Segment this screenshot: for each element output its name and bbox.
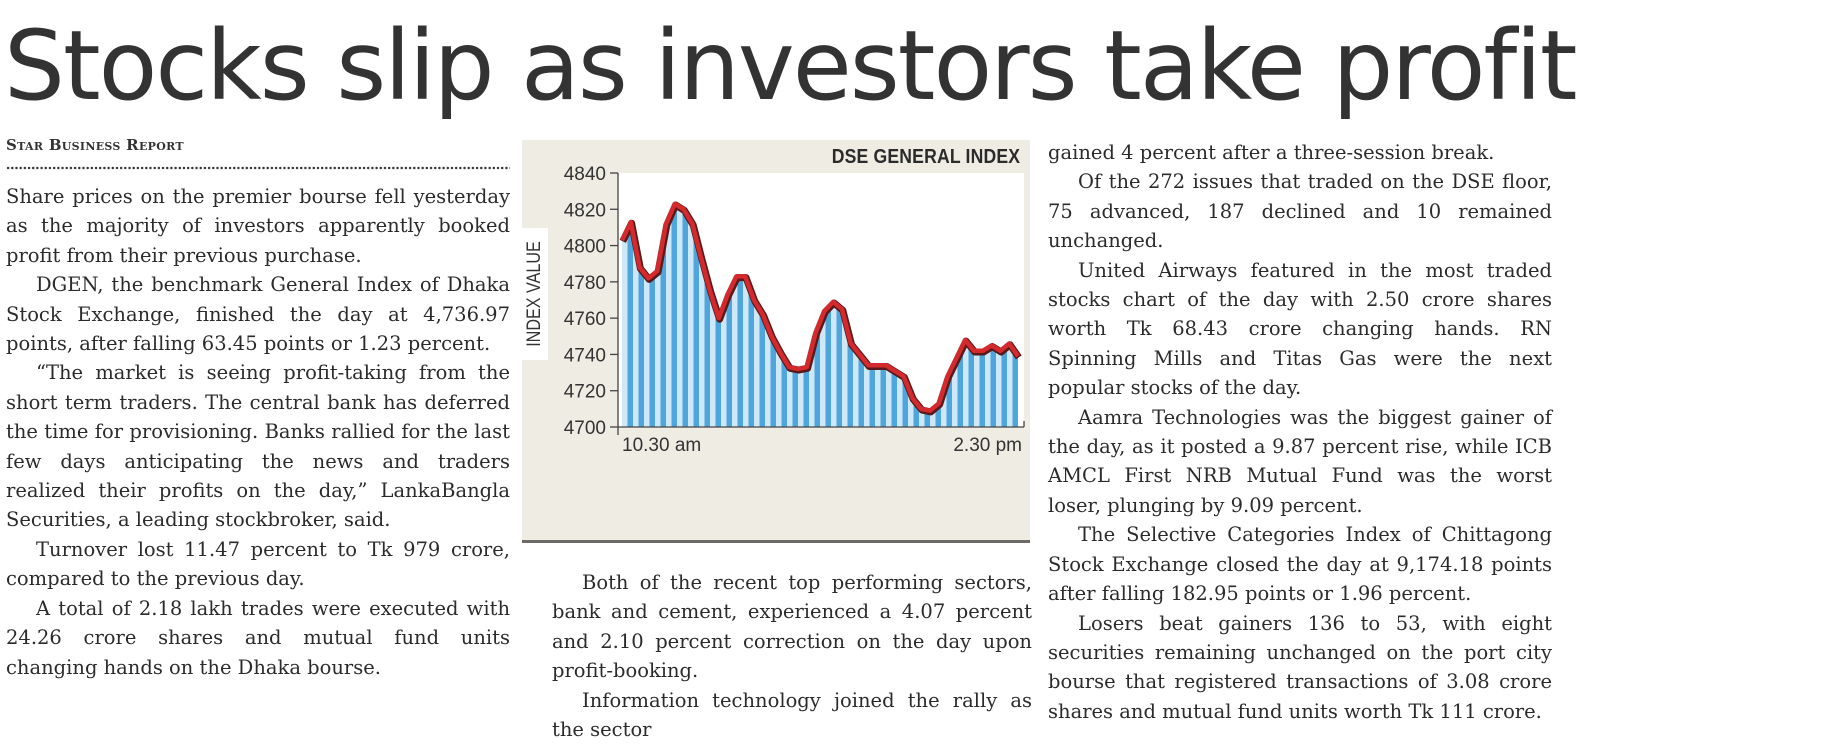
- paragraph: Turnover lost 11.47 percent to Tk 979 cr…: [6, 537, 510, 591]
- y-tick-label: 4720: [564, 382, 606, 403]
- y-tick-label: 4700: [564, 418, 606, 439]
- stripe-light: [710, 203, 716, 427]
- stripe-dark: [737, 203, 744, 427]
- stripe-light: [699, 203, 705, 427]
- y-tick-label: 4800: [564, 237, 606, 258]
- paragraph: Aamra Technologies was the biggest gaine…: [1048, 405, 1552, 517]
- x-label-end: 2.30 pm: [953, 435, 1022, 456]
- stripe-dark: [704, 203, 711, 427]
- paragraph: gained 4 percent after a three-session b…: [1048, 141, 1495, 164]
- byline: Star Business Report: [6, 136, 184, 154]
- headline: Stocks slip as investors take profit: [4, 10, 1578, 122]
- y-tick-label: 4740: [564, 345, 606, 366]
- dse-index-chart: 4840 4820 4800 4780 4760 4740 4720 4700 10.30 a…: [564, 164, 1025, 456]
- y-tick-label: 4760: [564, 309, 606, 330]
- paragraph: Both of the recent top performing sector…: [552, 571, 1032, 683]
- paragraph: Of the 272 issues that traded on the DSE…: [1048, 170, 1552, 253]
- chart-title: DSE GENERAL INDEX: [831, 146, 1020, 168]
- stripe-dark: [671, 203, 678, 427]
- stripe-dark: [748, 203, 755, 427]
- stripe-light: [754, 203, 760, 427]
- stripe-light: [622, 203, 628, 427]
- stripe-light: [644, 203, 650, 427]
- stripe-dark: [825, 203, 832, 427]
- stripe-light: [633, 203, 639, 427]
- article-column-3: gained 4 percent after a three-session b…: [1048, 138, 1552, 726]
- x-label-start: 10.30 am: [622, 435, 701, 456]
- stripe-dark: [682, 203, 689, 427]
- paragraph: Share prices on the premier bourse fell …: [6, 185, 510, 267]
- paragraph: DGEN, the benchmark General Index of Dha…: [6, 273, 510, 356]
- stripe-dark: [836, 203, 843, 427]
- paragraph: Losers beat gainers 136 to 53, with eigh…: [1048, 611, 1552, 723]
- stripe-light: [688, 203, 694, 427]
- stripe-dark: [693, 203, 700, 427]
- stripe-light: [831, 203, 837, 427]
- stripe-dark: [660, 203, 667, 427]
- y-tick-label: 4820: [564, 200, 606, 221]
- article-column-2: Both of the recent top performing sector…: [552, 568, 1032, 744]
- dotted-divider: [6, 166, 510, 170]
- paragraph: United Airways featured in the most trad…: [1048, 258, 1552, 400]
- stripe-light: [677, 203, 683, 427]
- index-line: [619, 201, 1020, 413]
- paragraph: Information technology joined the rally …: [552, 688, 1032, 742]
- stripe-dark: [726, 203, 733, 427]
- article-column-1: Share prices on the premier bourse fell …: [6, 182, 510, 682]
- stripe-dark: [649, 203, 656, 427]
- y-tick-label: 4780: [564, 273, 606, 294]
- stripe-light: [732, 203, 738, 427]
- paragraph: The Selective Categories Index of Chitta…: [1048, 523, 1552, 606]
- y-axis-label-background: [522, 228, 548, 360]
- x-labels: 10.30 am 2.30 pm: [622, 435, 1022, 456]
- stripe-light: [743, 203, 749, 427]
- y-ticks: 4840 4820 4800 4780 4760 4740 4720 4700: [564, 164, 618, 439]
- stripe-light: [655, 203, 661, 427]
- stripe-light: [666, 203, 672, 427]
- paragraph: A total of 2.18 lakh trades were execute…: [6, 596, 510, 679]
- stripe-dark: [638, 203, 645, 427]
- stripe-dark: [627, 203, 634, 427]
- y-tick-label: 4840: [564, 164, 606, 185]
- paragraph: “The market is seeing profit-taking from…: [6, 361, 510, 532]
